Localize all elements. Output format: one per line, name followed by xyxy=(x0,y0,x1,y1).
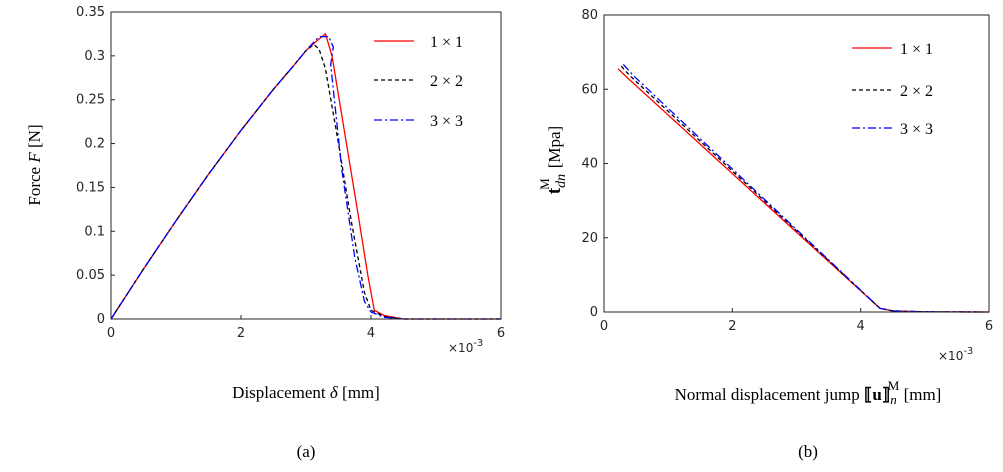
panel-b-plot-frame xyxy=(603,14,990,313)
panel-a-y-tick-label-1: 0.05 xyxy=(76,268,105,283)
panel-a-series-line-3 xyxy=(110,35,501,320)
panel-b-y-tick-label-2: 40 xyxy=(581,157,598,172)
panel-b-series-line-1 xyxy=(617,68,990,313)
panel-a-y-tick-label-7: 0.35 xyxy=(76,5,105,20)
panel-b-series-line-3 xyxy=(622,63,990,313)
panel-b-y-tick-label-1: 20 xyxy=(581,231,598,246)
legend-b-label-3: 3 × 3 xyxy=(900,121,933,138)
panel-a-y-axis-label: Force F [N] xyxy=(25,124,44,205)
panel-b-x-tick-label-2: 4 xyxy=(857,319,865,334)
panel-b-series xyxy=(617,63,990,313)
panel-a-legend: 1 × 1 2 × 2 3 × 3 xyxy=(374,34,463,130)
panel-b-y-tick-label-3: 60 xyxy=(581,82,598,97)
panel-a-x-tick-label-0: 0 xyxy=(107,326,115,341)
panel-a-y-tick-label-3: 0.15 xyxy=(76,180,105,195)
panel-a-x-multiplier: ×10-3 xyxy=(448,338,483,355)
panel-a-y-tick-label-2: 0.1 xyxy=(84,224,105,239)
panel-a-plot-frame xyxy=(110,11,502,320)
panel-a-y-tick-label-4: 0.2 xyxy=(84,137,105,152)
panel-a-x-tick-label-1: 2 xyxy=(237,326,245,341)
panel-b-x-multiplier: ×10-3 xyxy=(938,346,973,363)
panel-b-legend: 1 × 1 2 × 2 3 × 3 xyxy=(852,41,933,138)
legend-a-label-3: 3 × 3 xyxy=(430,113,463,130)
panel-a-x-tick-label-2: 4 xyxy=(367,326,375,341)
panel-b-x-tick-label-3: 6 xyxy=(985,319,993,334)
legend-a-label-2: 2 × 2 xyxy=(430,73,463,90)
panel-a-x-axis-label: Displacement δ [mm] xyxy=(232,383,380,402)
panel-b-x-tick-label-0: 0 xyxy=(600,319,608,334)
panel-a-caption: (a) xyxy=(297,442,316,461)
panel-b-x-tick-label-1: 2 xyxy=(728,319,736,334)
panel-b-caption: (b) xyxy=(798,442,818,461)
panel-b-y-tick-label-4: 80 xyxy=(581,8,598,23)
panel-a: 0 2 4 6 0 0.05 0.1 0.15 0.2 0.25 0.3 0.35 1 × 1 2 ×… xyxy=(25,5,505,461)
panel-a-y-tick-label-6: 0.3 xyxy=(84,49,105,64)
panel-a-ticks: 0 2 4 6 0 0.05 0.1 0.15 0.2 0.25 0.3 0.35 xyxy=(76,5,505,341)
panel-b-y-tick-label-0: 0 xyxy=(590,305,598,320)
panel-a-series xyxy=(110,32,501,320)
panel-a-series-line-2 xyxy=(110,43,501,320)
panel-a-x-tick-label-3: 6 xyxy=(497,326,505,341)
panel-b-x-axis-label: Normal displacement jump ⟦u⟧nM [mm] xyxy=(675,378,942,407)
legend-b-label-1: 1 × 1 xyxy=(900,41,933,58)
legend-b-label-2: 2 × 2 xyxy=(900,83,933,100)
panel-a-y-tick-label-5: 0.25 xyxy=(76,93,105,108)
panel-a-y-tick-label-0: 0 xyxy=(97,312,105,327)
legend-a-label-1: 1 × 1 xyxy=(430,34,463,51)
panel-b-y-axis-label: tdnM[Mpa] xyxy=(537,126,569,194)
panel-b-series-line-2 xyxy=(620,65,990,313)
